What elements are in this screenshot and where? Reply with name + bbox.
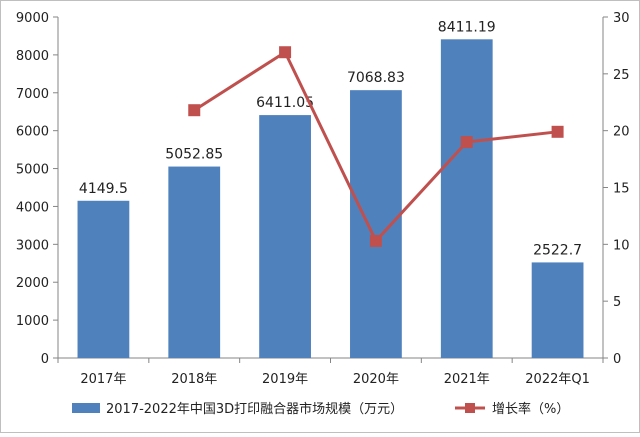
bar-data-label: 7068.83 — [347, 70, 405, 86]
y-right-tick-label: 10 — [613, 238, 630, 253]
x-tick-label: 2020年 — [353, 372, 399, 387]
y-left-tick-label: 4000 — [16, 200, 49, 215]
y-right-tick-label: 20 — [613, 125, 630, 140]
y-left-tick-label: 2000 — [16, 276, 49, 291]
legend-line-marker — [465, 403, 475, 413]
legend: 2017-2022年中国3D打印融合器市场规模（万元） 增长率（%） — [72, 401, 569, 417]
y-left-tick-label: 3000 — [16, 238, 49, 253]
y-right-tick-label: 5 — [613, 295, 621, 310]
bar-data-label: 6411.05 — [256, 95, 314, 111]
x-tick-label: 2021年 — [444, 372, 490, 387]
y-left-tick-label: 0 — [41, 352, 49, 367]
x-tick-label: 2022年Q1 — [525, 372, 590, 387]
growth-point — [551, 125, 564, 138]
y-left-tick-label: 5000 — [16, 163, 49, 178]
y-right-tick-label: 30 — [613, 11, 630, 26]
bar-data-label: 2522.7 — [533, 242, 582, 258]
bar — [168, 166, 221, 358]
plot-area: 0 1000 2000 3000 4000 5000 6000 7000 8000 9000 0 5 1… — [16, 11, 630, 387]
y-left-tick-label: 8000 — [16, 49, 49, 64]
y-right-tick-label: 15 — [613, 182, 630, 197]
bar — [77, 200, 130, 358]
y-left-tick-label: 1000 — [16, 314, 49, 329]
growth-point — [279, 46, 292, 59]
growth-point — [369, 234, 382, 247]
x-tick-label: 2018年 — [171, 372, 217, 387]
bar — [259, 115, 311, 358]
x-tick-label: 2019年 — [262, 372, 308, 387]
bar — [440, 39, 493, 358]
growth-point — [188, 104, 201, 117]
legend-bar-swatch — [72, 403, 100, 413]
legend-line-label: 增长率（%） — [492, 401, 569, 417]
bar-data-label: 4149.5 — [79, 181, 128, 197]
bar — [531, 262, 584, 358]
y-right-tick-label: 25 — [613, 68, 630, 83]
growth-point — [460, 136, 473, 149]
bar-data-label: 8411.19 — [438, 19, 496, 35]
y-left-tick-label: 7000 — [16, 87, 49, 102]
bar — [350, 90, 402, 358]
x-tick-label: 2017年 — [80, 372, 126, 387]
y-left-tick-label: 6000 — [16, 125, 49, 140]
y-left-tick-label: 9000 — [16, 11, 49, 26]
legend-bar-label: 2017-2022年中国3D打印融合器市场规模（万元） — [106, 401, 403, 417]
y-right-tick-label: 0 — [613, 352, 621, 367]
bar-data-label: 5052.85 — [165, 147, 223, 163]
